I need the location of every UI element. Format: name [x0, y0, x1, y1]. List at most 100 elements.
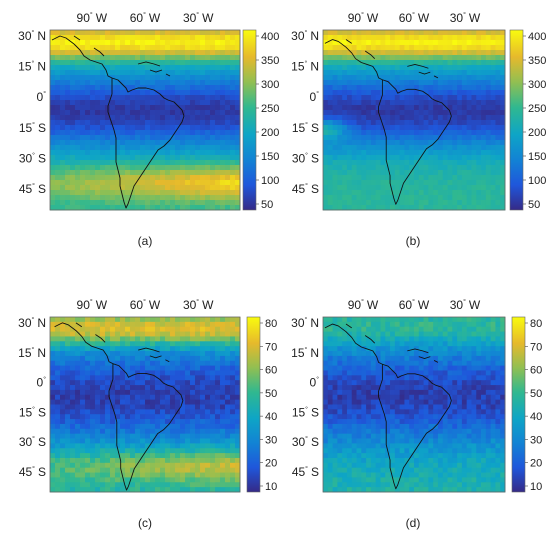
- field-cell: [380, 55, 386, 61]
- field-cell: [433, 317, 439, 323]
- lon-tick-label: 90° W: [77, 298, 108, 312]
- field-cell: [356, 35, 362, 41]
- field-cell: [185, 190, 191, 196]
- field-cell: [90, 326, 96, 332]
- field-cell: [428, 385, 434, 391]
- field-cell: [190, 375, 196, 381]
- field-cell: [327, 170, 333, 176]
- field-cell: [65, 389, 71, 396]
- field-cell: [130, 175, 136, 181]
- field-cell: [120, 100, 126, 106]
- field-cell: [195, 336, 201, 342]
- field-cell: [115, 443, 121, 449]
- field-cell: [351, 326, 357, 332]
- field-cell: [65, 90, 71, 96]
- field-cell: [461, 80, 468, 86]
- field-cell: [95, 185, 101, 191]
- field-cell: [135, 380, 141, 386]
- field-cell: [160, 477, 166, 483]
- field-cell: [342, 75, 348, 81]
- field-cell: [215, 341, 221, 347]
- field-cell: [75, 448, 81, 454]
- field-cell: [65, 443, 71, 449]
- field-cell: [115, 394, 121, 401]
- field-cell: [404, 385, 410, 391]
- field-cell: [185, 423, 191, 430]
- field-cell: [210, 438, 216, 444]
- field-cell: [366, 65, 372, 71]
- field-cell: [418, 130, 424, 136]
- lat-tick-number: 45: [19, 465, 33, 479]
- field-cell: [60, 170, 66, 176]
- field-cell: [390, 45, 396, 51]
- field-cell: [476, 105, 482, 111]
- field-cell: [327, 45, 333, 51]
- field-cell: [500, 317, 506, 323]
- field-cell: [370, 115, 377, 121]
- field-cell: [461, 95, 468, 101]
- field-cell: [342, 85, 348, 91]
- field-cell: [457, 326, 463, 332]
- field-cell: [466, 85, 472, 91]
- field-cell: [471, 165, 477, 171]
- field-cell: [332, 336, 338, 342]
- field-cell: [404, 180, 410, 186]
- field-cell: [215, 195, 221, 201]
- field-cell: [130, 438, 136, 444]
- field-cell: [323, 55, 329, 61]
- field-cell: [452, 135, 458, 141]
- field-cell: [70, 190, 76, 196]
- field-cell: [457, 70, 463, 76]
- field-cell: [65, 341, 71, 347]
- field-cell: [481, 195, 487, 201]
- field-cell: [461, 70, 468, 76]
- field-cell: [327, 360, 333, 367]
- field-cell: [490, 195, 496, 201]
- field-cell: [110, 423, 116, 430]
- field-cell: [490, 120, 496, 126]
- field-cell: [332, 110, 338, 116]
- field-cell: [195, 200, 201, 206]
- field-cell: [495, 140, 501, 146]
- field-cell: [235, 150, 241, 156]
- colorbar-tick-label: 150: [528, 151, 546, 163]
- field-cell: [70, 326, 76, 332]
- field-cell: [165, 85, 171, 91]
- field-cell: [346, 351, 353, 357]
- field-cell: [442, 155, 448, 161]
- field-cell: [190, 105, 196, 111]
- field-cell: [140, 472, 146, 478]
- colorbar-gradient: [246, 316, 261, 493]
- field-cell: [428, 35, 434, 41]
- field-cell: [461, 200, 468, 206]
- field-cell: [495, 185, 501, 191]
- field-cell: [452, 125, 458, 131]
- field-cell: [120, 65, 126, 71]
- field-cell: [394, 180, 401, 186]
- field-cell: [115, 360, 121, 367]
- field-cell: [356, 389, 362, 396]
- field-cell: [332, 85, 338, 91]
- field-cell: [327, 80, 333, 86]
- field-cell: [50, 95, 56, 101]
- field-cell: [500, 370, 506, 376]
- hemisphere: W: [367, 11, 379, 25]
- field-cell: [235, 443, 241, 449]
- field-cell: [414, 360, 420, 367]
- field-cell: [90, 30, 96, 36]
- field-cell: [433, 394, 439, 401]
- field-cell: [220, 175, 226, 181]
- field-cell: [390, 195, 396, 201]
- field-cell: [466, 120, 472, 126]
- field-cell: [332, 150, 338, 156]
- field-cell: [100, 150, 106, 156]
- field-cell: [220, 200, 226, 206]
- field-cell: [351, 190, 357, 196]
- field-cell: [115, 370, 121, 376]
- field-cell: [110, 175, 116, 181]
- field-cell: [175, 160, 181, 166]
- field-cell: [185, 200, 191, 206]
- field-cell: [50, 160, 56, 166]
- field-cell: [50, 165, 56, 171]
- field-cell: [190, 438, 196, 444]
